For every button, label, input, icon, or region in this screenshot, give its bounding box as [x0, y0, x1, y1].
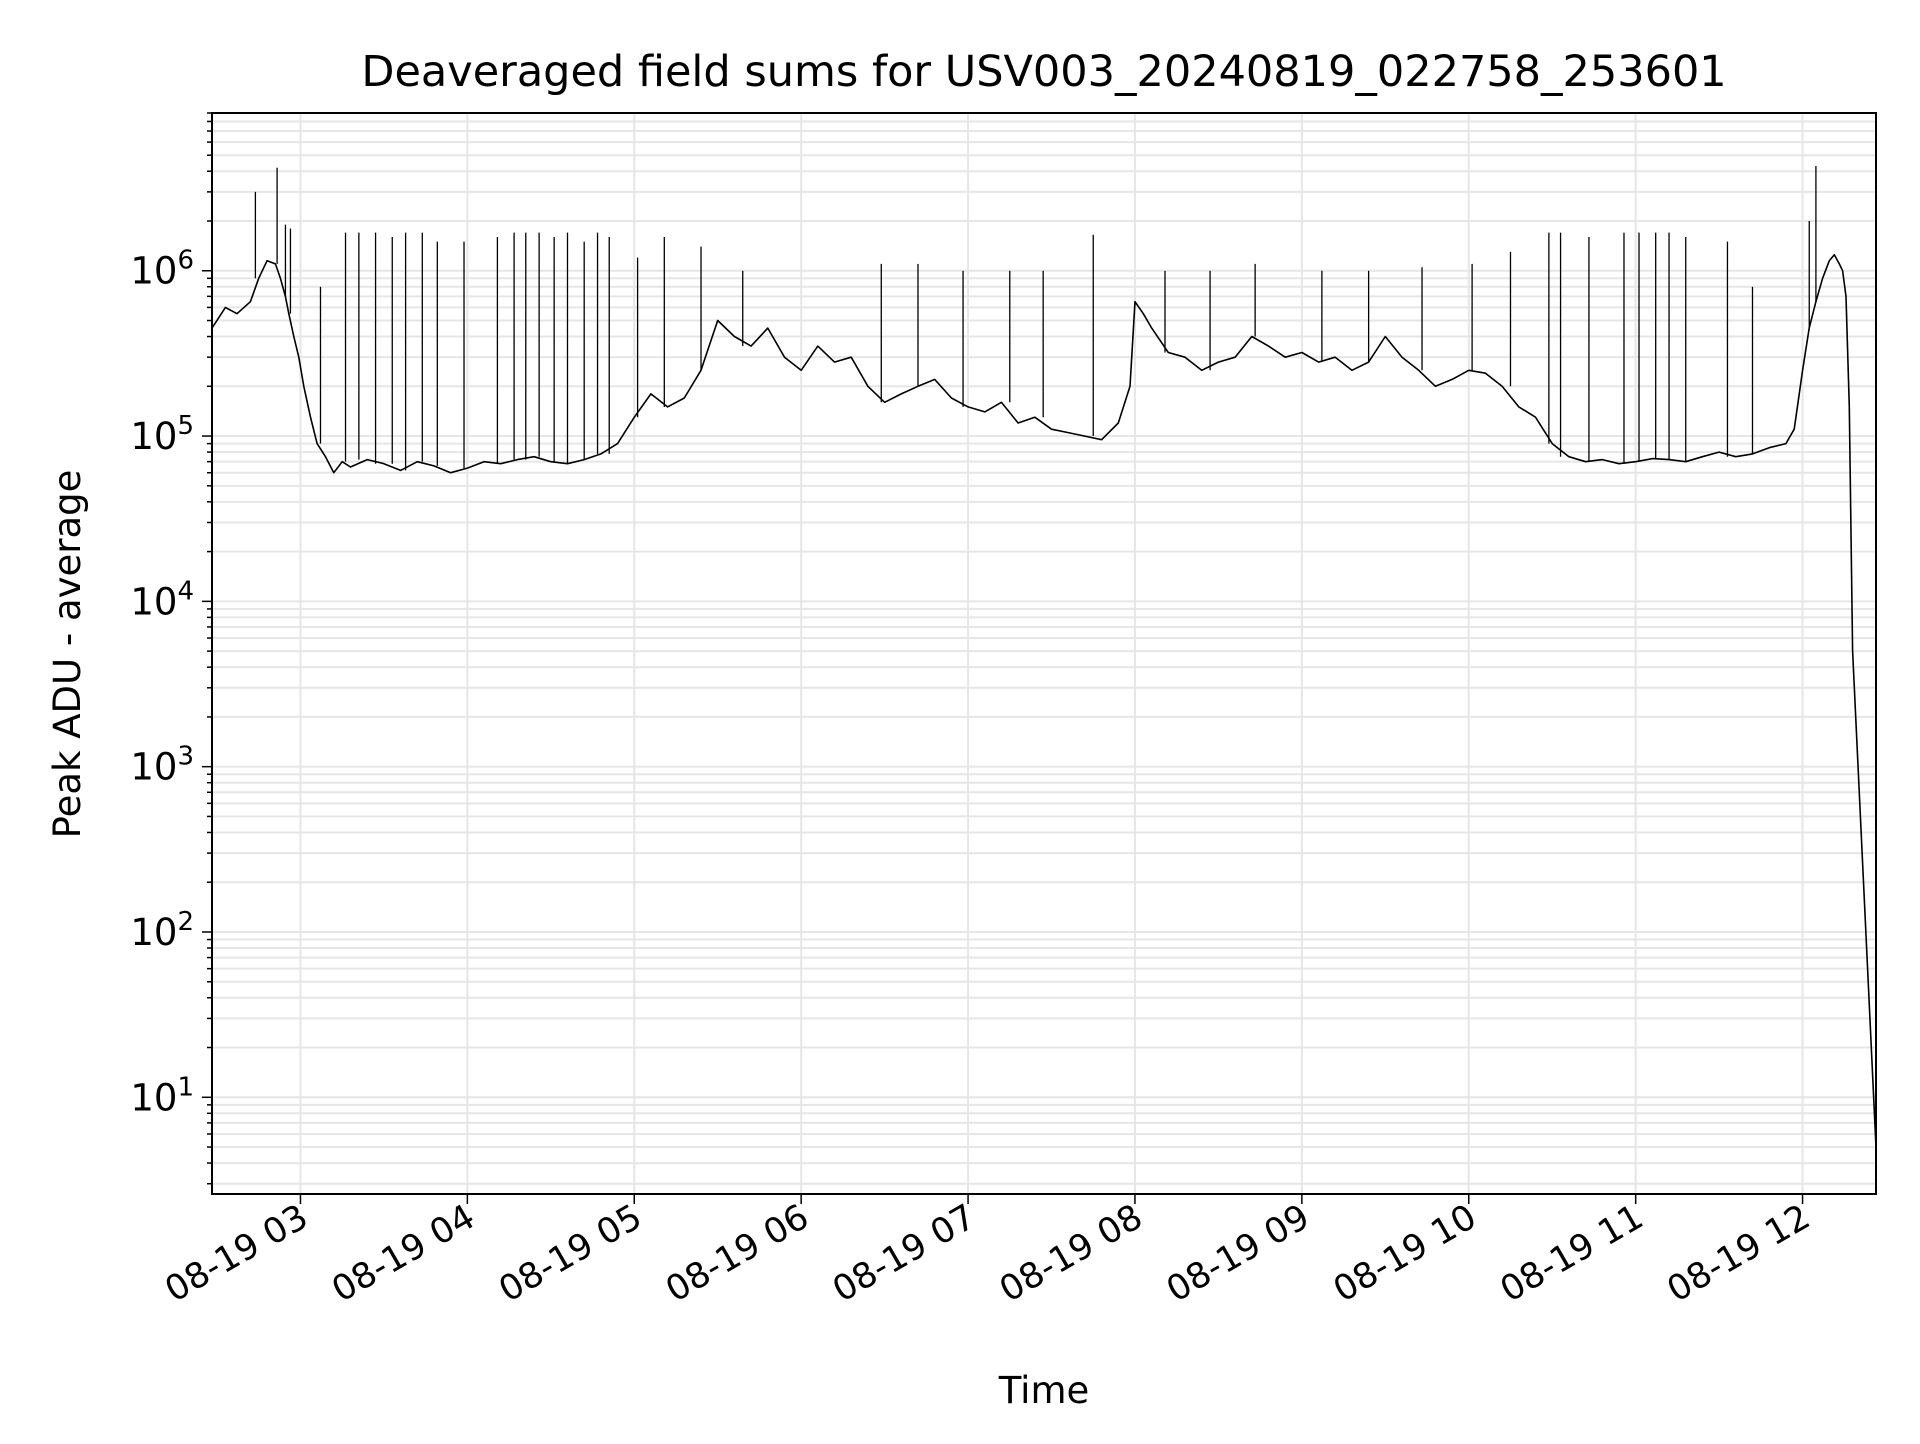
y-tick-label: 106	[130, 246, 194, 293]
y-tick-label: 104	[130, 576, 194, 623]
y-tick-label: 103	[130, 742, 194, 789]
chart-title: Deaveraged field sums for USV003_2024081…	[361, 47, 1726, 97]
x-axis-label: Time	[998, 1369, 1090, 1412]
y-tick-label: 101	[130, 1072, 194, 1119]
y-tick-label: 105	[130, 411, 194, 458]
series-line	[211, 253, 1877, 1148]
y-tick-label: 102	[130, 907, 194, 954]
y-axis-label: Peak ADU - average	[46, 470, 89, 839]
grid	[212, 112, 1876, 1194]
plot-frame	[211, 112, 1877, 1195]
series	[211, 166, 1877, 1148]
